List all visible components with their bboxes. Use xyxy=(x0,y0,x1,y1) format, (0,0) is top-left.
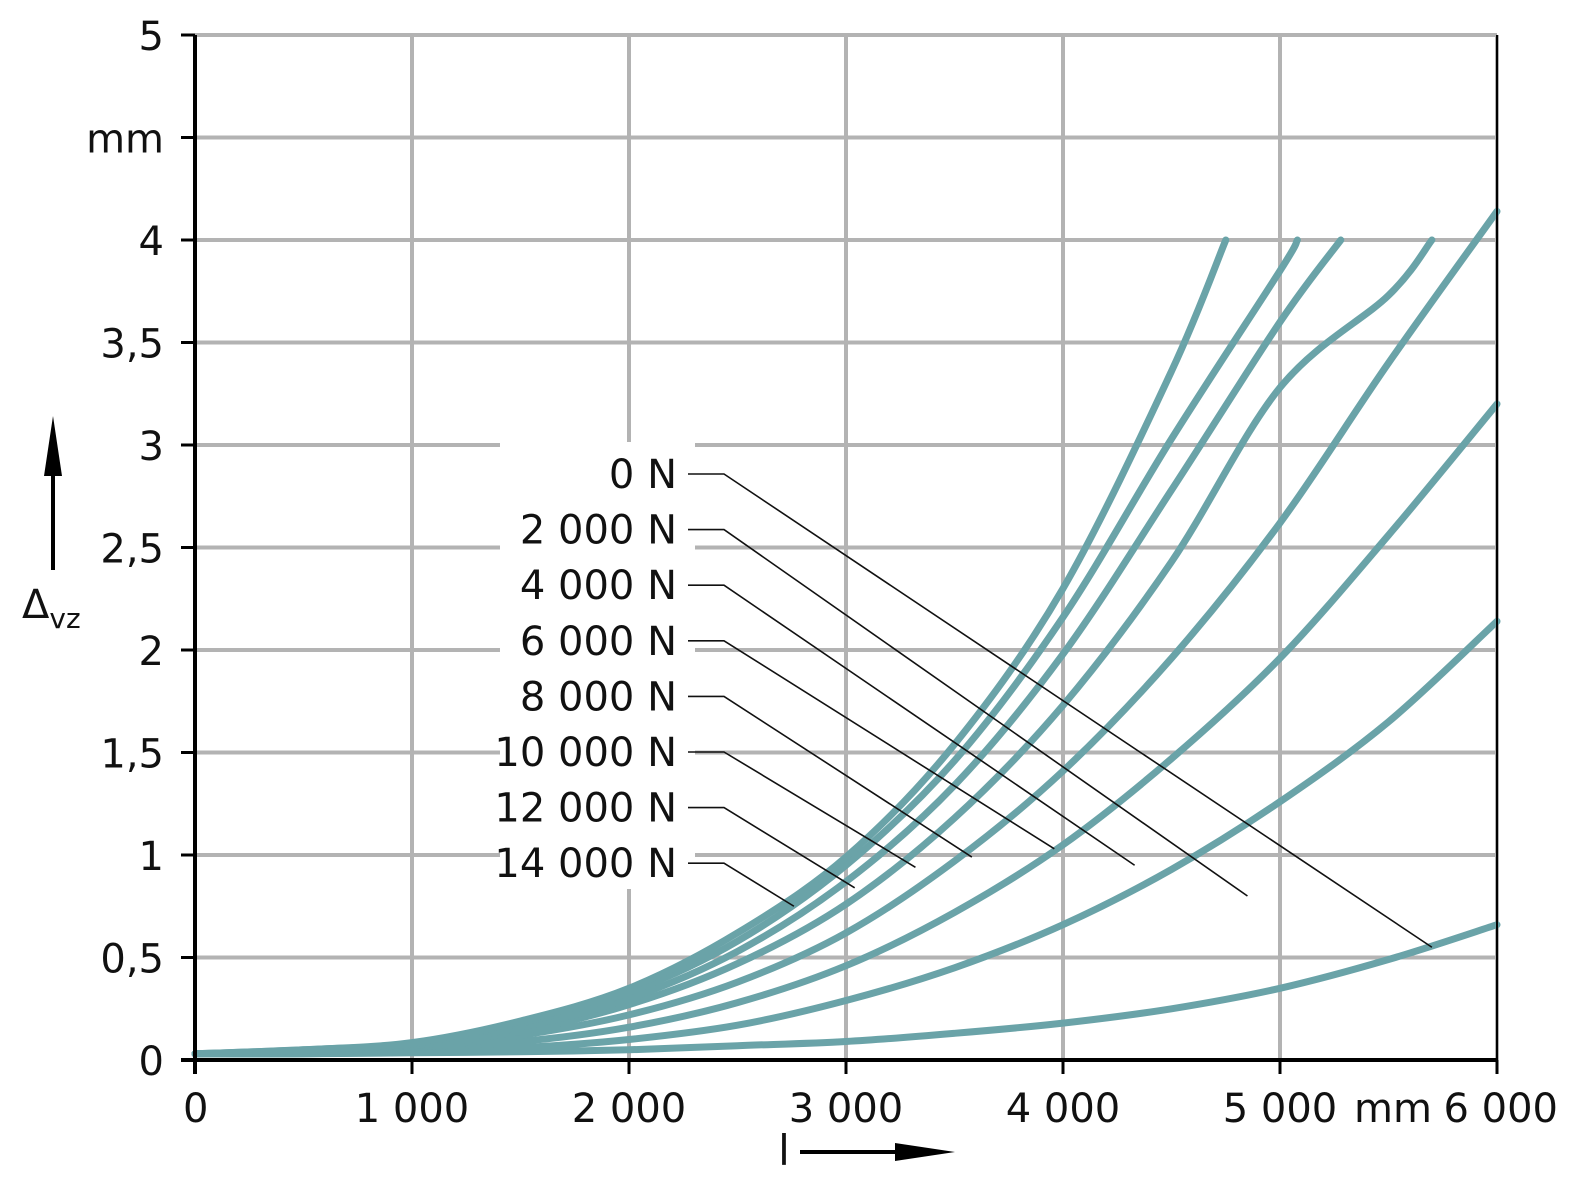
series-line-1 xyxy=(191,617,1501,1058)
y-tick-label: 3 xyxy=(139,424,164,470)
y-tick-label: 0,5 xyxy=(100,937,164,983)
x-unit-label: mm xyxy=(1354,1086,1432,1132)
leader-line xyxy=(688,751,916,868)
series-label: 6 000 N xyxy=(520,619,677,665)
series-line-6 xyxy=(191,236,1301,1058)
x-tick-label: 3 000 xyxy=(789,1086,904,1132)
series-labels: 0 N 2 000 N 4 000 N 6 000 N 8 000 N 10 000 N 1… xyxy=(494,452,1433,948)
series-label: 0 N xyxy=(609,452,677,498)
leader-line xyxy=(688,862,795,907)
x-tick-label: 0 xyxy=(183,1086,208,1132)
y-tick-label: 2,5 xyxy=(100,527,164,573)
leader-line xyxy=(688,473,1433,948)
series-label: 4 000 N xyxy=(520,563,677,609)
y-tick-label: 3,5 xyxy=(100,322,164,368)
x-axis-arrow-head xyxy=(895,1143,955,1161)
leader-line xyxy=(688,528,1248,897)
y-tick-label: 5 xyxy=(139,14,164,60)
y-tick-label: 1 xyxy=(139,834,164,880)
label-backdrop xyxy=(500,442,695,889)
series-label: 10 000 N xyxy=(494,730,677,776)
y-axis-title: Δvz xyxy=(22,582,81,635)
x-tick-label: 1 000 xyxy=(355,1086,470,1132)
y-axis-arrow-head xyxy=(44,416,62,476)
axes: 0 0,5 1 1,5 2 2,5 3 3,5 4 mm 5 0 1 000 2 000 3 000 4 00… xyxy=(22,14,1558,1175)
y-axis-title-sub: vz xyxy=(49,602,80,635)
y-tick-label: 1,5 xyxy=(100,732,164,778)
leader-line xyxy=(688,584,1136,866)
x-axis-title: l xyxy=(778,1126,790,1175)
x-tick-label: 5 000 xyxy=(1223,1086,1338,1132)
y-tick-label: 0 xyxy=(139,1039,164,1085)
series-line-7 xyxy=(191,236,1230,1058)
series-label: 12 000 N xyxy=(494,786,677,832)
leader-line xyxy=(688,639,1055,850)
leader-line xyxy=(688,806,856,889)
y-tick-label: mm xyxy=(86,117,164,163)
series-line-5 xyxy=(191,236,1345,1058)
x-tick-label: 2 000 xyxy=(572,1086,687,1132)
y-tick-label: 2 xyxy=(139,629,164,675)
x-tick-label: 6 000 xyxy=(1443,1086,1558,1132)
y-axis-title-main: Δ xyxy=(22,582,50,628)
series-label: 14 000 N xyxy=(494,841,677,887)
series-label: 8 000 N xyxy=(520,674,677,720)
leader-line xyxy=(688,695,973,858)
y-tick-label: 4 xyxy=(139,219,164,265)
x-tick-label: 4 000 xyxy=(1006,1086,1121,1132)
series-label: 2 000 N xyxy=(520,508,677,554)
